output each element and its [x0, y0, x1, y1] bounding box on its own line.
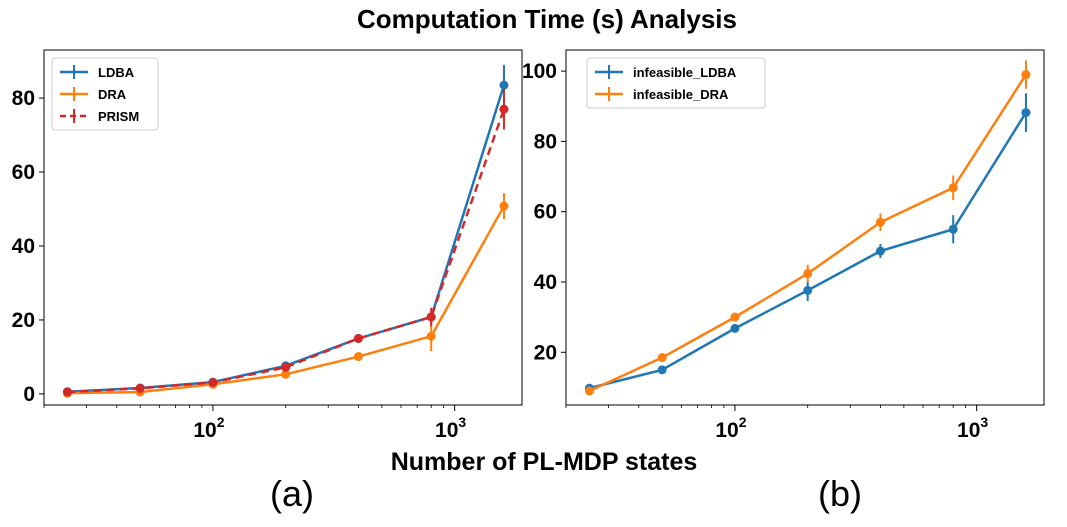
panel-a: 0 20 40 60 80 102 103 LDBA DRA PRISM	[12, 49, 523, 442]
y-tick-label: 60	[12, 161, 35, 184]
x-tick-exponent: 3	[458, 414, 466, 430]
data-point-PRISM	[499, 104, 509, 114]
data-point-PRISM	[353, 333, 363, 343]
panel-label-a: (a)	[270, 473, 314, 514]
data-point-infeasible_DRA	[803, 269, 813, 279]
y-tick-label: 100	[522, 60, 557, 83]
x-tick-exponent: 3	[980, 414, 988, 430]
data-point-DRA	[499, 201, 509, 211]
series-line-LDBA	[67, 84, 506, 393]
x-tick-label: 102	[715, 414, 746, 442]
legend-label-infeasible_DRA: infeasible_DRA	[633, 87, 729, 102]
figure-title: Computation Time (s) Analysis	[357, 4, 737, 34]
data-point-infeasible_DRA	[730, 312, 740, 322]
panel-b: 20 40 60 80 100 102 103 infeasible_LDBA infeasib…	[522, 49, 1045, 442]
data-point-infeasible_LDBA	[1021, 108, 1031, 118]
data-point-infeasible_LDBA	[948, 224, 958, 234]
y-tick-label: 0	[23, 383, 35, 406]
data-point-PRISM	[62, 387, 72, 397]
x-axis-label: Number of PL-MDP states	[391, 448, 698, 476]
x-tick-label: 102	[193, 414, 224, 442]
data-point-infeasible_DRA	[584, 386, 594, 396]
data-point-infeasible_LDBA	[657, 365, 667, 375]
data-point-infeasible_LDBA	[875, 246, 885, 256]
y-tick-label: 40	[12, 235, 35, 258]
y-tick-label: 20	[12, 309, 35, 332]
plot-frame	[565, 49, 1045, 406]
panel-label-b: (b)	[818, 473, 862, 514]
y-tick-label: 80	[12, 87, 35, 110]
x-tick-exponent: 2	[739, 414, 747, 430]
data-point-infeasible_DRA	[1021, 70, 1031, 80]
data-point-infeasible_DRA	[875, 217, 885, 227]
data-point-infeasible_LDBA	[803, 285, 813, 295]
legend-box	[51, 57, 159, 131]
legend-label-infeasible_LDBA: infeasible_LDBA	[633, 65, 737, 80]
data-point-DRA	[426, 331, 436, 341]
data-point-DRA	[353, 352, 363, 362]
data-point-infeasible_DRA	[657, 353, 667, 363]
plot-frame	[43, 49, 523, 406]
data-point-PRISM	[281, 362, 291, 372]
series-line-PRISM	[67, 108, 506, 394]
series-line-infeasible_LDBA	[589, 111, 1028, 390]
x-tick-exponent: 2	[217, 414, 225, 430]
data-point-PRISM	[135, 383, 145, 393]
data-point-DRA	[281, 369, 291, 379]
legend-label-PRISM: PRISM	[98, 109, 139, 124]
data-point-PRISM	[208, 377, 218, 387]
legend-label-DRA: DRA	[98, 87, 127, 102]
data-point-LDBA	[499, 80, 509, 90]
legend-label-LDBA: LDBA	[98, 65, 135, 80]
y-tick-label: 80	[534, 130, 557, 153]
y-tick-label: 40	[534, 271, 557, 294]
legend-box	[586, 57, 766, 109]
x-tick-label: 103	[957, 414, 988, 442]
y-tick-label: 60	[534, 201, 557, 224]
x-tick-label: 103	[435, 414, 466, 442]
series-line-infeasible_DRA	[588, 73, 1028, 393]
data-point-infeasible_DRA	[948, 183, 958, 193]
y-tick-label: 20	[534, 341, 557, 364]
data-point-PRISM	[426, 312, 436, 322]
data-point-infeasible_LDBA	[730, 323, 740, 333]
